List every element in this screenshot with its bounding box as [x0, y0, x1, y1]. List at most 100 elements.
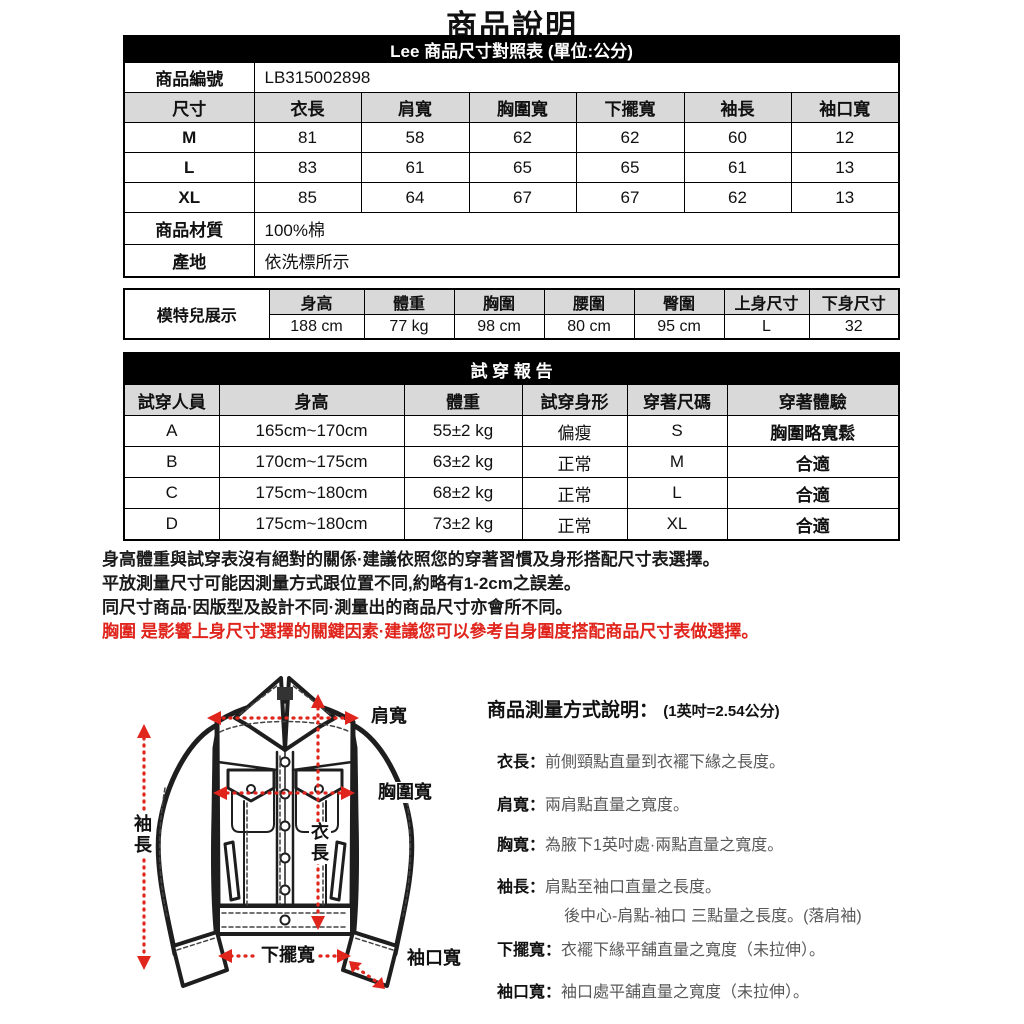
- value-cell: 64: [360, 182, 470, 213]
- table-row: A 165cm~170cm 55±2 kg 偏瘦 S 胸圍略寬鬆: [123, 415, 900, 447]
- table-row: 商品編號 LB315002898: [123, 62, 900, 93]
- origin-value: 依洗標所示: [253, 244, 900, 278]
- jacket-measurement-diagram: 肩寬 胸圍寬 衣長 袖長 下擺寬 袖口寬: [95, 658, 475, 1020]
- table-row: D 175cm~180cm 73±2 kg 正常 XL 合適: [123, 508, 900, 541]
- value-cell: L: [626, 477, 728, 509]
- guide-heading-text: 商品測量方式說明：: [487, 700, 659, 721]
- column-header: 袖口寬: [790, 92, 900, 123]
- guide-item-hem: 下擺寬：衣襬下緣平舖直量之寬度（未拉伸）。: [497, 942, 826, 959]
- value-cell: 60: [683, 122, 792, 153]
- value-cell: 13: [790, 152, 900, 183]
- column-header: 腰圍: [543, 288, 635, 315]
- origin-label: 產地: [123, 244, 255, 278]
- value-cell: 67: [575, 182, 685, 213]
- size-table-title: Lee 商品尺寸對照表 (單位:公分): [123, 35, 900, 63]
- value-cell: S: [626, 415, 728, 447]
- table-row: XL 85 64 67 67 62 13: [123, 182, 900, 213]
- column-header: 尺寸: [123, 92, 255, 123]
- table-row: 試穿人員 身高 體重 試穿身形 穿著尺碼 穿著體驗: [123, 384, 900, 416]
- size-cell: L: [123, 152, 255, 183]
- value-cell: XL: [626, 508, 728, 541]
- value-cell: 188 cm: [268, 314, 365, 340]
- product-no-label: 商品編號: [123, 62, 255, 93]
- column-header: 上身尺寸: [723, 288, 810, 315]
- value-cell: 73±2 kg: [403, 508, 523, 541]
- value-cell: 81: [253, 122, 362, 153]
- column-header: 下身尺寸: [808, 288, 900, 315]
- value-cell: 正常: [521, 446, 628, 478]
- value-cell: 55±2 kg: [403, 415, 523, 447]
- column-header: 袖長: [683, 92, 792, 123]
- value-cell: 83: [253, 152, 362, 183]
- table-row: M 81 58 62 62 60 12: [123, 122, 900, 153]
- value-cell: 胸圍略寬鬆: [726, 415, 900, 447]
- column-header: 體重: [363, 288, 455, 315]
- value-cell: 62: [575, 122, 685, 153]
- guide-heading: 商品測量方式說明： (1英吋=2.54公分): [487, 695, 780, 722]
- value-cell: 63±2 kg: [403, 446, 523, 478]
- size-table: Lee 商品尺寸對照表 (單位:公分) 商品編號 LB315002898 尺寸 …: [123, 35, 901, 278]
- note-line: 平放測量尺寸可能因測量方式跟位置不同,約略有1-2cm之誤差。: [102, 574, 581, 593]
- product-no-value: LB315002898: [253, 62, 900, 93]
- value-cell: 77 kg: [363, 314, 455, 340]
- note-line: 身高體重與試穿表沒有絕對的關係·建議依照您的穿著習慣及身形搭配尺寸表選擇。: [102, 550, 720, 569]
- value-cell: 165cm~170cm: [218, 415, 405, 447]
- value-cell: 32: [808, 314, 900, 340]
- column-header: 穿著體驗: [726, 384, 900, 416]
- value-cell: 合適: [726, 446, 900, 478]
- table-row: 模特兒展示 身高 體重 胸圍 腰圍 臀圍 上身尺寸 下身尺寸: [123, 288, 900, 340]
- value-cell: 68±2 kg: [403, 477, 523, 509]
- value-cell: A: [123, 415, 220, 447]
- column-header: 肩寬: [360, 92, 470, 123]
- size-notes: 身高體重與試穿表沒有絕對的關係·建議依照您的穿著習慣及身形搭配尺寸表選擇。 平放…: [102, 548, 758, 644]
- guide-heading-note: (1英吋=2.54公分): [663, 703, 780, 720]
- value-cell: 13: [790, 182, 900, 213]
- body-length-label: 衣長: [309, 822, 331, 864]
- size-cell: XL: [123, 182, 255, 213]
- jacket-line-art: [137, 676, 415, 989]
- hem-width-label: 下擺寬: [261, 945, 315, 966]
- value-cell: 61: [683, 152, 792, 183]
- column-header: 身高: [268, 288, 365, 315]
- fitting-header-bar: 試 穿 報 告: [123, 352, 900, 385]
- column-header: 胸圍寬: [468, 92, 577, 123]
- note-line: 同尺寸商品·因版型及設計不同·測量出的商品尺寸亦會所不同。: [102, 598, 573, 617]
- size-cell: M: [123, 122, 255, 153]
- value-cell: 62: [468, 122, 577, 153]
- fitting-table-title: 試 穿 報 告: [123, 352, 900, 385]
- value-cell: 61: [360, 152, 470, 183]
- table-row: B 170cm~175cm 63±2 kg 正常 M 合適: [123, 446, 900, 478]
- value-cell: 175cm~180cm: [218, 508, 405, 541]
- table-row: 商品材質 100%棉: [123, 212, 900, 245]
- value-cell: 170cm~175cm: [218, 446, 405, 478]
- model-table: 模特兒展示 身高 體重 胸圍 腰圍 臀圍 上身尺寸 下身尺寸 188 cm 77…: [123, 288, 900, 340]
- material-value: 100%棉: [253, 212, 900, 245]
- guide-item-shoulder: 肩寬：兩肩點直量之寬度。: [497, 797, 690, 814]
- column-header: 衣長: [253, 92, 362, 123]
- guide-item-sleeve: 袖長：肩點至袖口直量之長度。 後中心-肩點-袖口 三點量之長度。(落肩袖): [497, 879, 862, 925]
- value-cell: 95 cm: [633, 314, 725, 340]
- table-row: 尺寸 衣長 肩寬 胸圍寬 下擺寬 袖長 袖口寬: [123, 92, 900, 123]
- column-header: 體重: [403, 384, 523, 416]
- column-header: 試穿人員: [123, 384, 220, 416]
- guide-item-length: 衣長：前側頸點直量到衣襬下緣之長度。: [497, 754, 786, 771]
- size-table-header-bar: Lee 商品尺寸對照表 (單位:公分): [123, 35, 900, 63]
- cuff-width-label: 袖口寬: [407, 948, 461, 969]
- model-label: 模特兒展示: [123, 288, 270, 340]
- value-cell: 65: [575, 152, 685, 183]
- table-row: C 175cm~180cm 68±2 kg 正常 L 合適: [123, 477, 900, 509]
- fitting-report-table: 試 穿 報 告 試穿人員 身高 體重 試穿身形 穿著尺碼 穿著體驗 A 165c…: [123, 352, 901, 541]
- value-cell: M: [626, 446, 728, 478]
- value-cell: D: [123, 508, 220, 541]
- value-cell: 62: [683, 182, 792, 213]
- table-row: 188 cm 77 kg 98 cm 80 cm 95 cm L 32: [124, 314, 900, 340]
- value-cell: 85: [253, 182, 362, 213]
- value-cell: 合適: [726, 477, 900, 509]
- column-header: 穿著尺碼: [626, 384, 728, 416]
- guide-item-cuff: 袖口寬：袖口處平舖直量之寬度（未拉伸）。: [497, 984, 810, 1001]
- guide-item-chest: 胸寬：為腋下1英吋處·兩點直量之寬度。: [497, 837, 784, 854]
- column-header: 下擺寬: [575, 92, 685, 123]
- value-cell: 12: [790, 122, 900, 153]
- value-cell: 80 cm: [543, 314, 635, 340]
